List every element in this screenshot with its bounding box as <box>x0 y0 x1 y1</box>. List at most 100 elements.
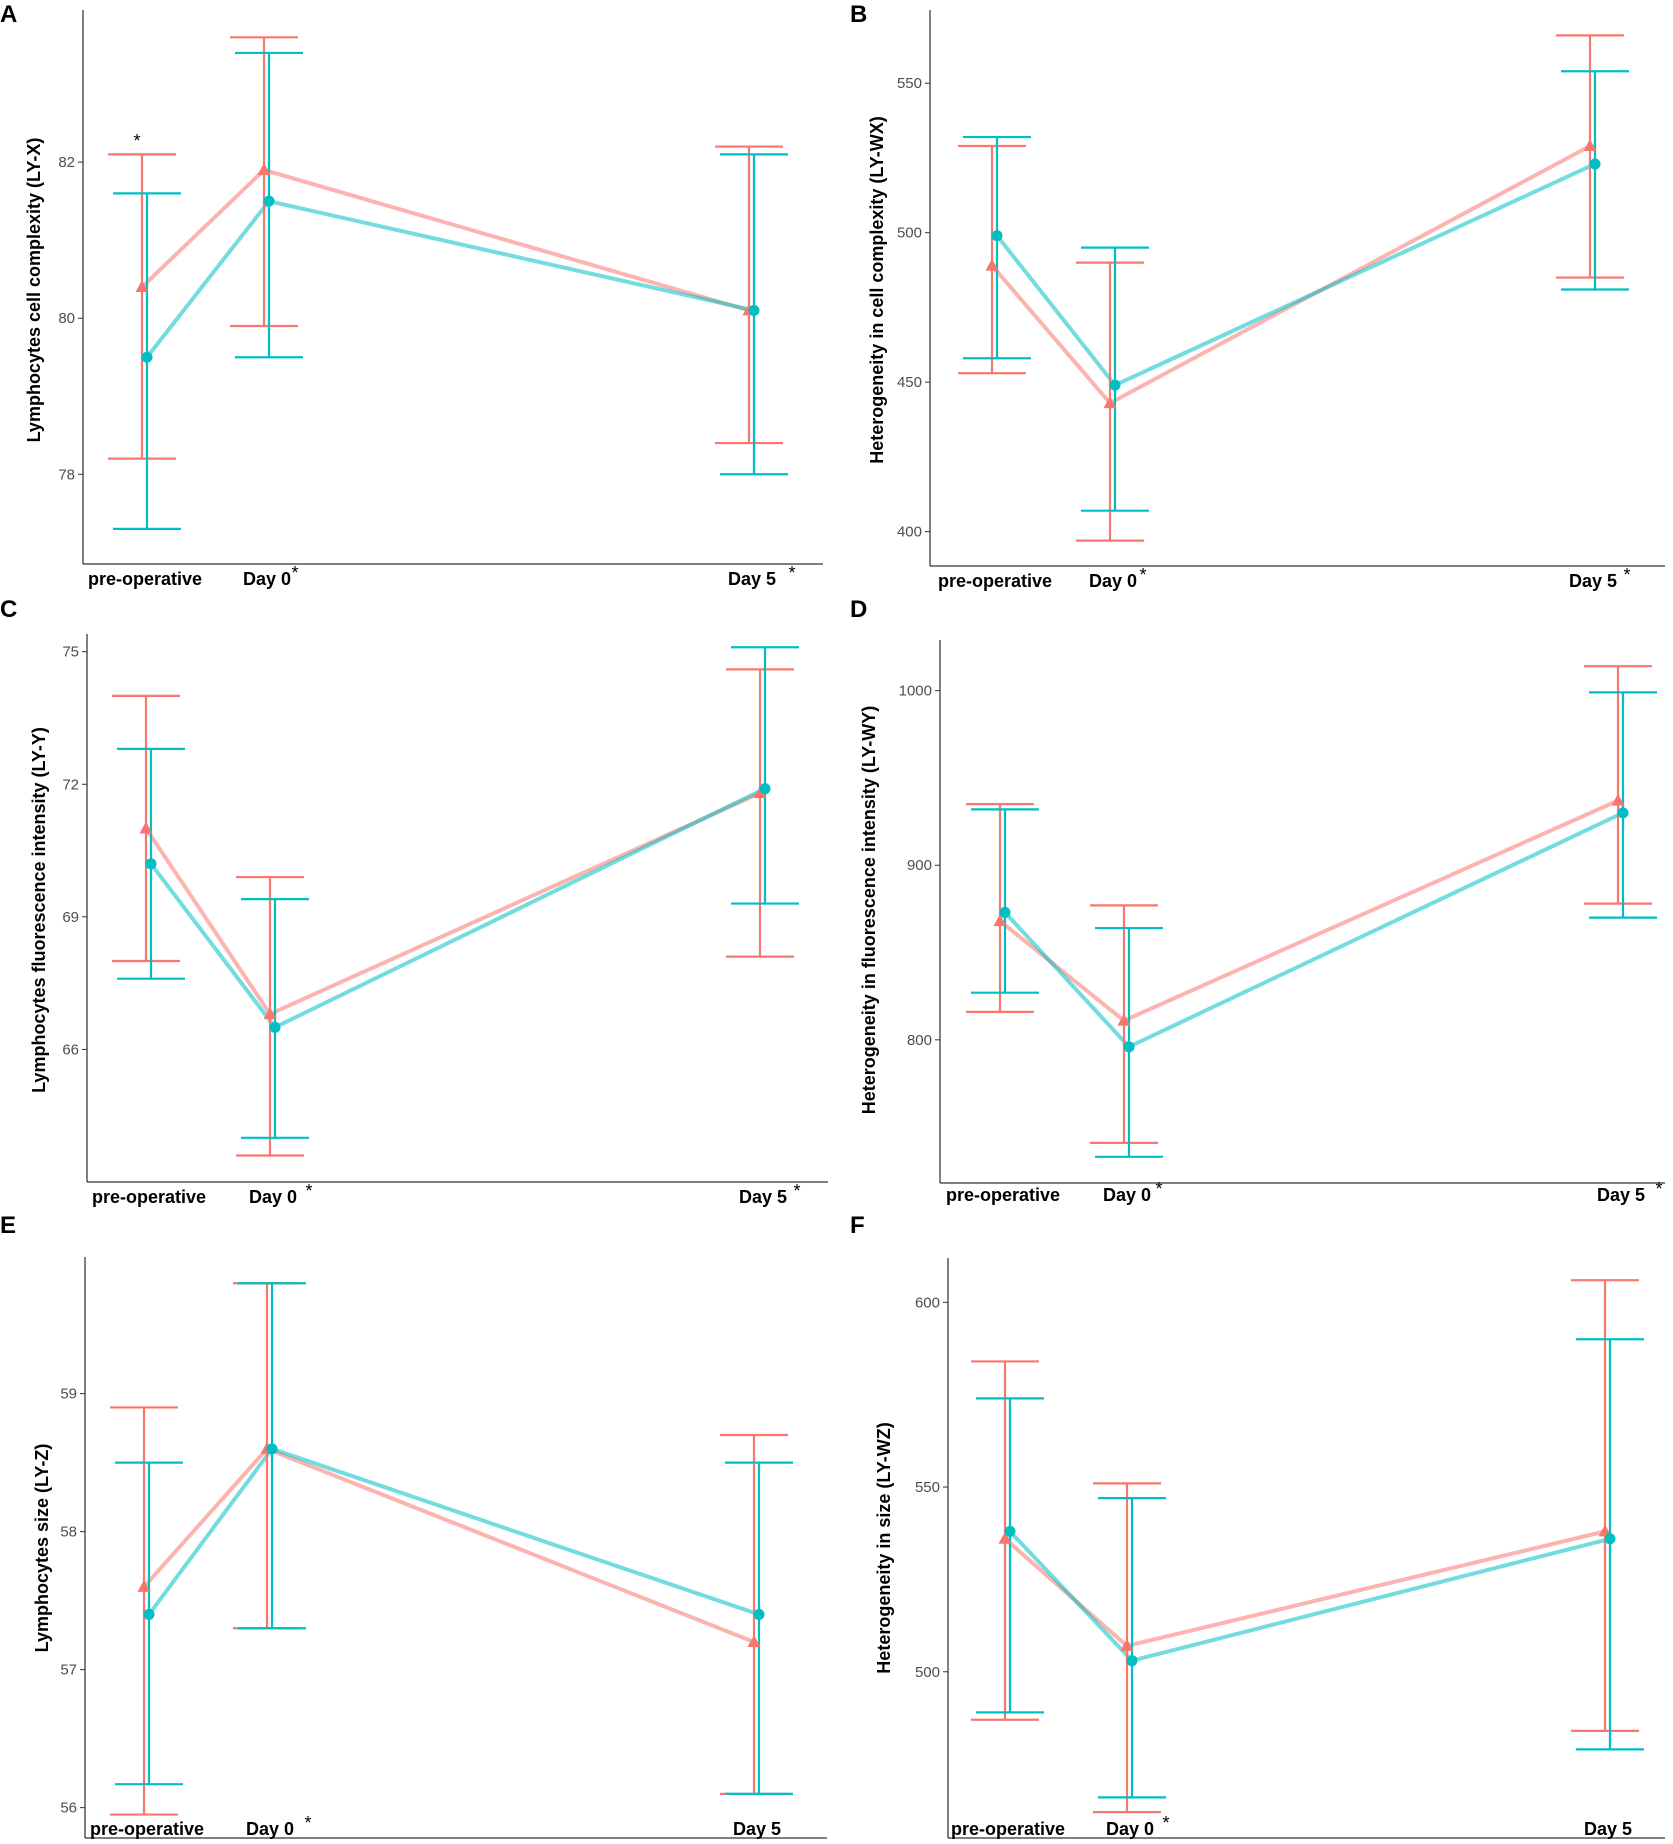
y-tick-label: 550 <box>897 75 922 92</box>
data-point-circle <box>145 858 157 870</box>
y-tick-label: 59 <box>60 1386 77 1403</box>
data-point-triangle <box>139 821 153 834</box>
data-point-circle <box>1109 379 1121 391</box>
x-tick-label: pre-operative <box>938 571 1052 591</box>
y-axis-label: Heterogeneity in size (LY-WZ) <box>874 1422 894 1673</box>
significance-mark: * <box>305 1181 312 1201</box>
x-tick-label: pre-operative <box>946 1185 1060 1205</box>
significance-mark: * <box>1623 565 1630 585</box>
data-point-triangle <box>1117 1013 1131 1026</box>
y-tick-label: 400 <box>897 524 922 541</box>
data-point-triangle <box>257 162 271 175</box>
panel-letter: D <box>850 596 867 623</box>
data-point-circle <box>753 1608 765 1620</box>
significance-mark: * <box>1155 1179 1162 1199</box>
y-axis-label: Heterogeneity in cell complexity (LY-WX) <box>867 116 887 463</box>
data-point-triangle <box>135 280 149 292</box>
data-point-circle <box>1126 1655 1138 1667</box>
x-tick-label: Day 5 <box>728 569 776 589</box>
data-point-circle <box>1589 158 1601 170</box>
data-point-triangle <box>1611 793 1625 806</box>
y-tick-label: 66 <box>62 1041 79 1058</box>
x-tick-label: pre-operative <box>90 1819 204 1839</box>
y-tick-label: 1000 <box>899 683 932 700</box>
panel-f: F 500 550 600 Heterogeneity in size (LY-WZ) p… <box>850 1212 1665 1839</box>
y-axis-label: Lymphocytes fluorescence intensity (LY-Y… <box>29 727 49 1093</box>
y-axis-label: Lymphocytes cell complexity (LY-X) <box>24 138 44 443</box>
data-point-circle <box>266 1443 278 1455</box>
panel-a: A 78 80 82 Lymphocytes cell complexity (LY-X… <box>0 1 823 589</box>
panel-letter: E <box>0 1212 16 1239</box>
significance-mark: * <box>1139 565 1146 585</box>
x-tick-label: Day 0 <box>249 1187 297 1207</box>
y-tick-label: 800 <box>907 1032 932 1049</box>
y-tick-label: 75 <box>62 644 79 661</box>
x-tick-label: Day 0 <box>1103 1185 1151 1205</box>
data-point-triangle <box>1583 139 1597 152</box>
data-point-circle <box>269 1021 281 1033</box>
significance-mark: * <box>1162 1813 1169 1833</box>
series-line-circle <box>147 1446 760 1617</box>
y-tick-label: 80 <box>58 310 75 327</box>
panel-c: C 66 69 72 75 Lymphocytes fluorescence intens… <box>0 596 828 1207</box>
y-tick-label: 69 <box>62 909 79 926</box>
data-point-triangle <box>137 1579 151 1592</box>
data-point-circle <box>759 783 771 795</box>
x-tick-label: Day 5 <box>733 1819 781 1839</box>
y-tick-label: 58 <box>60 1524 77 1541</box>
y-tick-label: 72 <box>62 776 79 793</box>
panel-b: B 400 450 500 550 Heterogeneity in cell compl… <box>850 1 1665 591</box>
data-point-triangle <box>993 914 1007 927</box>
y-tick-label: 500 <box>897 225 922 242</box>
y-axis-label: Lymphocytes size (LY-Z) <box>32 1444 52 1653</box>
y-tick-label: 450 <box>897 374 922 391</box>
data-point-circle <box>263 195 275 207</box>
data-point-circle <box>1604 1533 1616 1545</box>
significance-mark: * <box>304 1813 311 1833</box>
significance-mark: * <box>1655 1179 1662 1199</box>
series-line-circle <box>995 162 1596 388</box>
y-tick-label: 550 <box>915 1479 940 1496</box>
data-point-triangle <box>1103 396 1117 409</box>
data-point-circle <box>999 906 1011 918</box>
significance-mark: * <box>793 1181 800 1201</box>
y-tick-label: 500 <box>915 1664 940 1681</box>
x-tick-label: Day 5 <box>1584 1819 1632 1839</box>
x-tick-label: Day 0 <box>246 1819 294 1839</box>
data-point-triangle <box>985 258 999 271</box>
x-tick-label: Day 5 <box>1597 1185 1645 1205</box>
y-tick-label: 57 <box>60 1662 77 1679</box>
annotation-mark: * <box>133 131 140 151</box>
significance-mark: * <box>291 563 298 583</box>
y-tick-label: 56 <box>60 1800 77 1817</box>
y-tick-label: 900 <box>907 857 932 874</box>
series-line-triangle <box>998 798 1619 1023</box>
panel-d: D 800 900 1000 Heterogeneity in fluorescence… <box>850 596 1665 1205</box>
data-point-circle <box>1004 1525 1016 1537</box>
panel-letter: C <box>0 596 17 623</box>
y-tick-label: 78 <box>58 466 75 483</box>
data-point-triangle <box>1120 1638 1134 1651</box>
data-point-circle <box>748 304 760 316</box>
panel-letter: F <box>850 1212 865 1239</box>
data-point-triangle <box>998 1531 1012 1544</box>
x-tick-label: Day 0 <box>1089 571 1137 591</box>
data-point-triangle <box>263 1007 277 1020</box>
data-point-circle <box>991 230 1003 242</box>
x-tick-label: Day 0 <box>1106 1819 1154 1839</box>
x-tick-label: Day 0 <box>243 569 291 589</box>
data-point-circle <box>141 351 153 363</box>
series-line-triangle <box>142 1446 755 1644</box>
x-tick-label: pre-operative <box>88 569 202 589</box>
panel-letter: A <box>0 1 17 28</box>
series-line-circle <box>1003 811 1624 1049</box>
data-point-triangle <box>1598 1524 1612 1537</box>
significance-mark: * <box>788 563 795 583</box>
x-tick-label: Day 5 <box>1569 571 1617 591</box>
x-tick-label: Day 5 <box>739 1187 787 1207</box>
data-point-triangle <box>753 786 767 799</box>
y-tick-label: 600 <box>915 1294 940 1311</box>
panel-e: E 56 57 58 59 Lymphocytes size (LY-Z) pre-oper… <box>0 1212 827 1839</box>
data-point-circle <box>1617 807 1629 819</box>
